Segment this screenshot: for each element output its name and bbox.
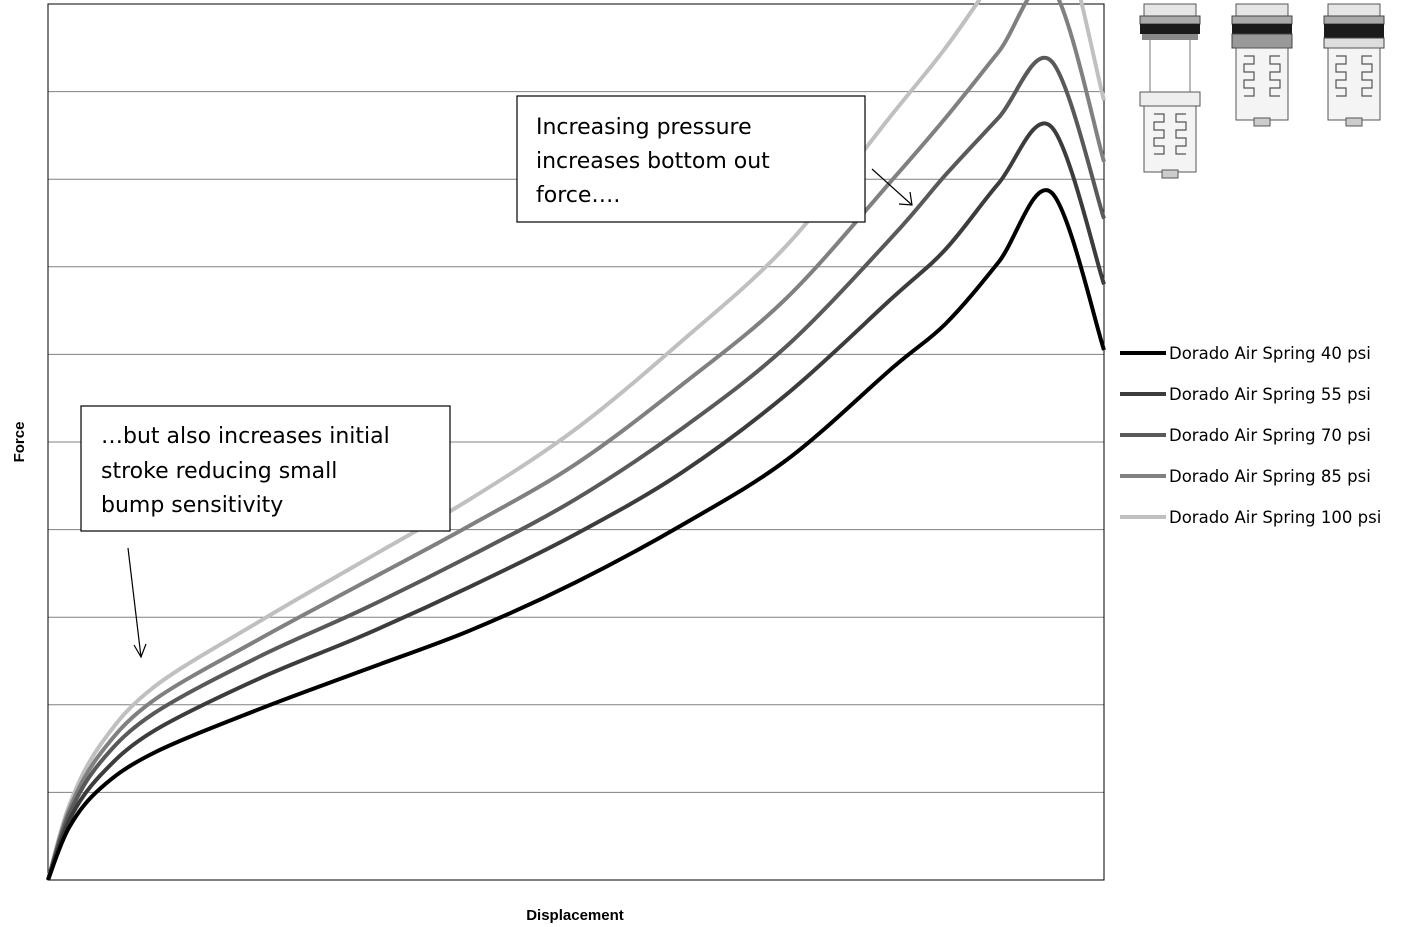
annotation-bottom-out: Increasing pressure increases bottom out… — [516, 95, 913, 223]
air-spring-illustrations — [1139, 3, 1385, 179]
series-line — [46, 121, 1106, 881]
annotation-line: increases bottom out — [536, 149, 770, 174]
y-axis-title: Force — [11, 422, 28, 463]
annotation-line: Increasing pressure — [536, 115, 752, 140]
arrow-icon — [871, 168, 913, 206]
legend-label: Dorado Air Spring 70 psi — [1169, 426, 1371, 445]
annotation-line: …but also increases initial — [101, 424, 390, 449]
legend-label: Dorado Air Spring 40 psi — [1169, 344, 1371, 363]
air-spring-cutaway-icon — [1231, 3, 1293, 127]
annotation-box — [516, 95, 866, 223]
annotation-line: bump sensitivity — [101, 493, 283, 518]
series-lines — [46, 0, 1106, 881]
legend-label: Dorado Air Spring 85 psi — [1169, 467, 1371, 486]
series-line — [46, 0, 1106, 881]
annotation-small-bump: …but also increases initial stroke reduc… — [80, 405, 451, 659]
annotation-line: stroke reducing small — [101, 459, 337, 484]
series-line — [46, 188, 1106, 881]
plot-area-border — [47, 3, 1105, 881]
legend-label: Dorado Air Spring 55 psi — [1169, 385, 1371, 404]
annotation-box — [80, 405, 451, 532]
air-spring-cutaway-icon — [1323, 3, 1385, 127]
series-line — [46, 56, 1106, 881]
x-axis-title: Displacement — [526, 907, 624, 924]
arrow-icon — [127, 547, 147, 659]
legend-label: Dorado Air Spring 100 psi — [1169, 508, 1381, 527]
legend: Dorado Air Spring 40 psi Dorado Air Sprin… — [1120, 344, 1381, 527]
air-spring-cutaway-icon — [1139, 3, 1201, 179]
annotation-line: force…. — [536, 183, 620, 208]
series-line — [46, 0, 1106, 881]
